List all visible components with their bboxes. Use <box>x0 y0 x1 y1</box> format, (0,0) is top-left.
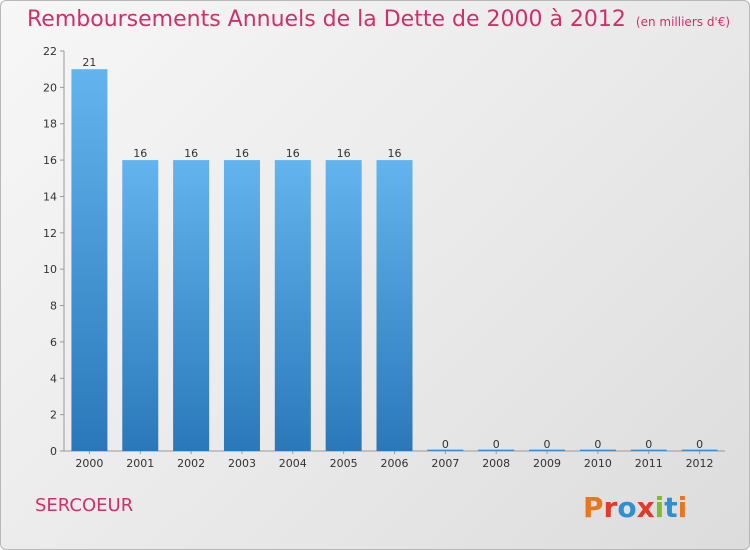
bars <box>71 69 718 452</box>
y-tick-label: 18 <box>43 118 57 131</box>
bar[interactable] <box>173 160 210 451</box>
y-tick-label: 16 <box>43 154 57 167</box>
data-label: 0 <box>645 438 652 451</box>
y-tick-label: 10 <box>43 263 57 276</box>
data-labels: 21 16 16 16 16 16 16 0 0 0 0 0 0 <box>82 56 703 451</box>
logo-letter: o <box>617 491 637 524</box>
y-tick-label: 0 <box>50 445 57 458</box>
data-label: 16 <box>286 147 300 160</box>
x-tick-label: 2004 <box>279 457 307 470</box>
proxiti-logo[interactable]: Proxiti <box>583 491 687 524</box>
y-tick-label: 14 <box>43 190 57 203</box>
data-label: 16 <box>337 147 351 160</box>
bar[interactable] <box>630 449 667 452</box>
x-tick-label: 2011 <box>635 457 663 470</box>
bar[interactable] <box>274 160 311 451</box>
bar[interactable] <box>223 160 260 451</box>
logo-letter: x <box>636 491 655 524</box>
logo-letter: t <box>664 491 678 524</box>
x-tick-label: 2009 <box>533 457 561 470</box>
logo-letter: P <box>583 491 604 524</box>
x-tick-label: 2010 <box>584 457 612 470</box>
y-tick-label: 22 <box>43 45 57 58</box>
x-tick-label: 2003 <box>228 457 256 470</box>
data-label: 0 <box>544 438 551 451</box>
bar[interactable] <box>427 449 464 452</box>
bar[interactable] <box>325 160 362 451</box>
x-tick-label: 2012 <box>686 457 714 470</box>
bar[interactable] <box>579 449 616 452</box>
data-label: 0 <box>594 438 601 451</box>
x-tick-label: 2002 <box>177 457 205 470</box>
bar[interactable] <box>71 69 108 451</box>
bar[interactable] <box>122 160 159 451</box>
x-tick-label: 2008 <box>482 457 510 470</box>
bar[interactable] <box>478 449 515 452</box>
axes: 0 2 4 6 8 10 12 14 16 18 20 22 2000 2001 2002 2003 2004 2… <box>43 45 725 470</box>
data-label: 0 <box>493 438 500 451</box>
x-tick-label: 2000 <box>75 457 103 470</box>
town-name: SERCOEUR <box>35 495 134 516</box>
y-tick-label: 8 <box>50 300 57 313</box>
data-label: 16 <box>388 147 402 160</box>
y-tick-label: 4 <box>50 372 57 385</box>
data-label: 16 <box>184 147 198 160</box>
data-label: 0 <box>696 438 703 451</box>
y-tick-label: 6 <box>50 336 57 349</box>
bar[interactable] <box>529 449 566 452</box>
chart-unit: (en milliers d'€) <box>635 15 731 29</box>
logo-letter: i <box>677 491 688 524</box>
data-label: 16 <box>235 147 249 160</box>
y-tick-label: 20 <box>43 81 57 94</box>
logo-letter: r <box>603 491 618 524</box>
data-label: 0 <box>442 438 449 451</box>
data-label: 16 <box>133 147 147 160</box>
x-tick-label: 2006 <box>381 457 409 470</box>
x-tick-label: 2007 <box>431 457 459 470</box>
x-tick-label: 2005 <box>330 457 358 470</box>
chart-title-text: Remboursements Annuels de la Dette de 20… <box>27 7 626 32</box>
chart-title: Remboursements Annuels de la Dette de 20… <box>27 7 730 32</box>
data-label: 21 <box>82 56 96 69</box>
y-tick-label: 12 <box>43 227 57 240</box>
y-tick-label: 2 <box>50 409 57 422</box>
bar[interactable] <box>681 449 718 452</box>
logo-letter: i <box>654 491 665 524</box>
bar[interactable] <box>376 160 413 451</box>
x-tick-label: 2001 <box>126 457 154 470</box>
